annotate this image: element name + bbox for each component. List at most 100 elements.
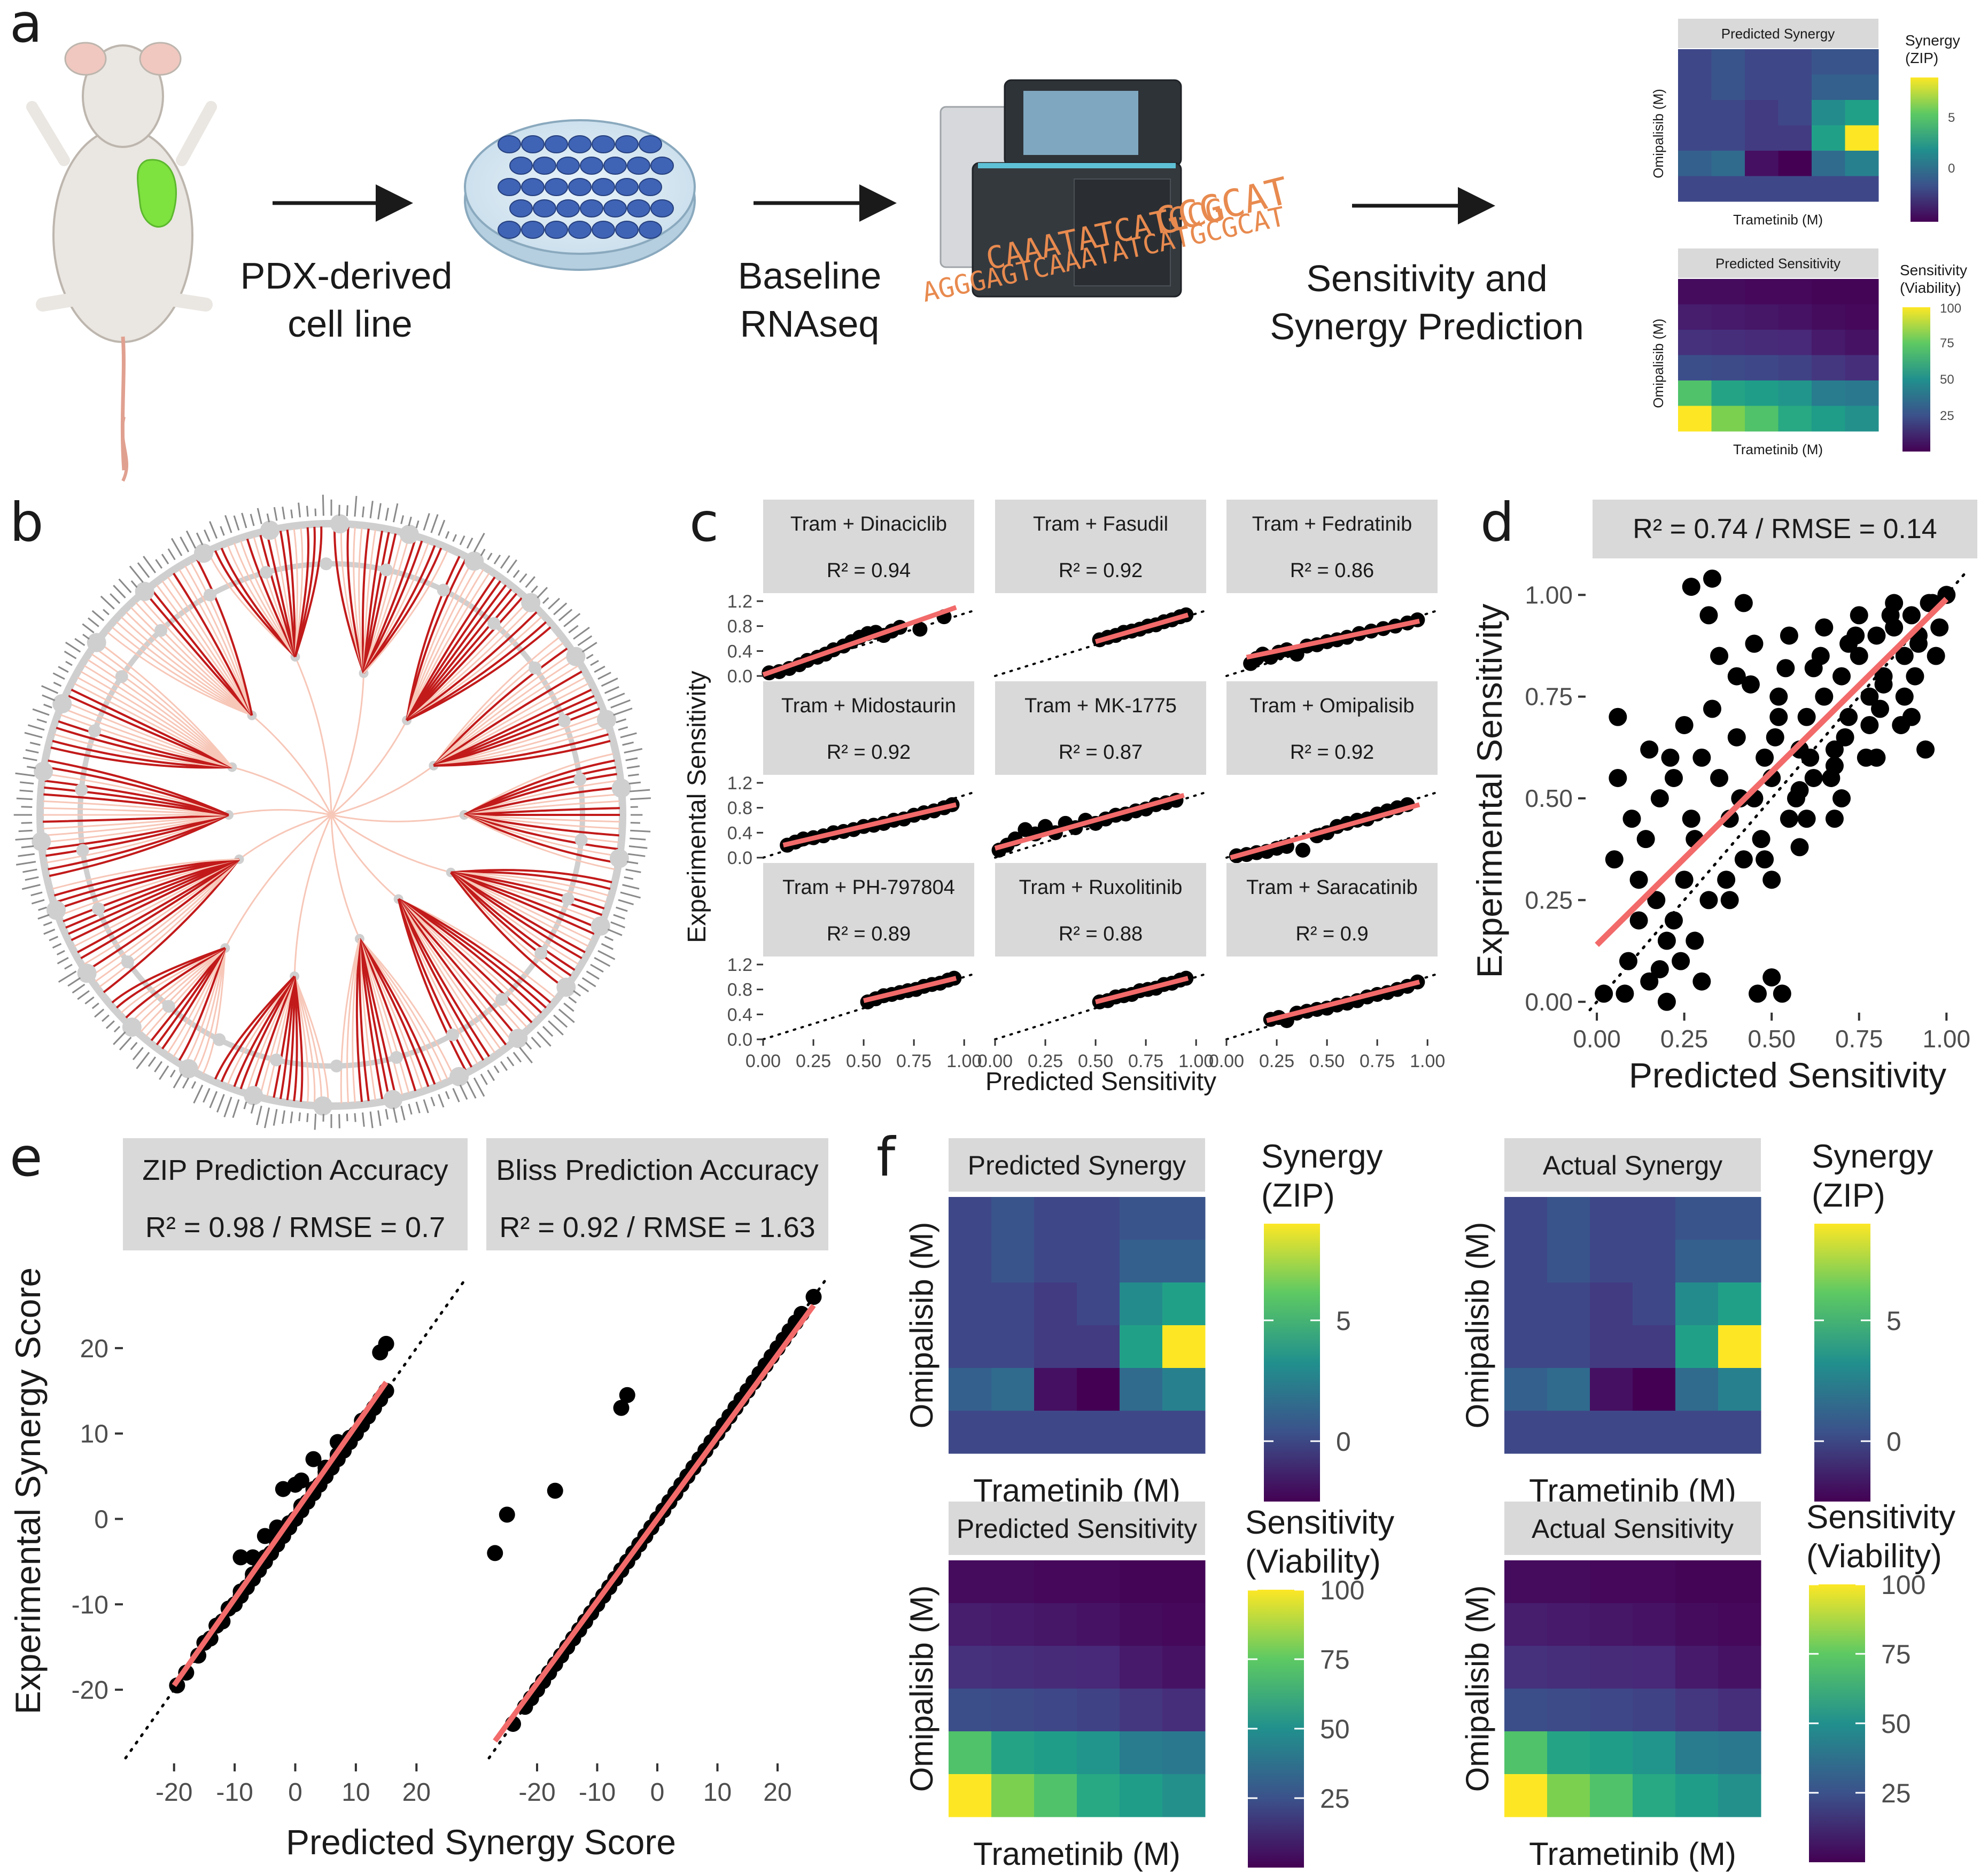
panel-d-ytick-label: 0.00 [1525, 988, 1573, 1016]
panel-d-point [1731, 789, 1750, 808]
tree-leaf-edge [125, 611, 253, 717]
facet-r2: R² = 0.94 [827, 559, 911, 582]
panel-d-point [1906, 667, 1924, 686]
tree-leaf-edge [293, 976, 309, 1103]
panel-f-legend-title: Sensitivity [1806, 1499, 1955, 1536]
tree-leaf-edge [433, 653, 572, 766]
tree-leaf-edge [184, 947, 226, 1064]
mini-sensitivity-cell [1845, 406, 1879, 432]
mini-sensitivity-cell [1812, 380, 1845, 406]
panel-f-title: Actual Sensitivity [1532, 1514, 1734, 1544]
tree-leaf-label-mark [607, 693, 625, 702]
tree-ring-node [34, 761, 53, 781]
panel-e-fit-line [493, 1303, 816, 1743]
tree-leaf-edge [279, 976, 296, 1099]
tree-leaf-label-mark [628, 845, 648, 849]
tree-leaf-edge [358, 938, 370, 1101]
tree-leaf-label-mark [537, 1031, 552, 1047]
facet-xtick-label: 0.75 [896, 1051, 931, 1071]
panel-f-cell [1034, 1240, 1077, 1283]
panel-f-cell [1504, 1731, 1548, 1775]
mini-synergy-cell [1778, 100, 1812, 126]
tree-leaf-edge [464, 780, 618, 816]
tree-leaf-edge [125, 947, 226, 1018]
facet-6: Tram + Omipalisib R² = 0.92 [1225, 681, 1439, 864]
tree-leaf-edge [116, 621, 253, 717]
tree-leaf-edge [355, 938, 363, 1102]
panel-d-point [1717, 870, 1736, 889]
tree-leaf-edge [464, 794, 619, 816]
tree-leaf-label-mark [563, 1002, 574, 1012]
panel-d-ytick-label: 0.25 [1525, 886, 1573, 914]
tree-leaf-label-mark [182, 1077, 190, 1089]
tree-leaf-label-mark [577, 635, 593, 647]
mini-synergy-xlabel: Trametinib (M) [1733, 212, 1823, 228]
tree-leaf-edge [358, 527, 365, 673]
tree-leaf-label-mark [628, 853, 646, 857]
tree-leaf-edge [353, 527, 365, 674]
facet-fit-line [762, 605, 957, 677]
panel-f-cell [1718, 1325, 1761, 1368]
tree-leaf-label-mark [65, 660, 73, 666]
panel-f-cell [1077, 1689, 1120, 1732]
tree-leaf-edge [397, 898, 473, 1068]
panel-f-cell [1547, 1731, 1590, 1775]
panel-f-legend-title: Sensitivity [1245, 1504, 1394, 1541]
sequencer-icon [939, 79, 1182, 298]
tree-leaf-edge [433, 720, 605, 767]
tree-leaf-label-mark [43, 928, 56, 935]
mini-sensitivity-cell [1812, 355, 1845, 381]
panel-d-ylabel: Experimental Sensitivity [1470, 604, 1509, 978]
tree-leaf-edge [450, 871, 595, 935]
tree-leaf-label-mark [74, 637, 86, 647]
tree-leaf-label-mark [625, 868, 641, 873]
panel-d-point [1839, 634, 1858, 653]
panel-f-cell [1675, 1731, 1719, 1775]
tree-leaf-edge [464, 814, 617, 857]
tree-leaf-label-mark [581, 977, 596, 987]
tree-leaf-edge [362, 540, 423, 674]
panel-d-point [1619, 952, 1637, 970]
facet-ytick-label: 1.2 [727, 592, 752, 612]
panel-d-point [1895, 647, 1914, 665]
tree-branch [331, 814, 464, 822]
facet-ytick-label: 0.4 [727, 641, 752, 662]
tree-leaf-label-mark [159, 1065, 169, 1080]
tree-leaf-label-mark [519, 1047, 533, 1063]
tree-leaf-label-mark [119, 1037, 132, 1051]
step3-label-line2: Synergy Prediction [1270, 306, 1584, 347]
facet-strip [763, 863, 974, 957]
tree-leaf-edge [433, 671, 583, 767]
panel-f-legend-title: (Viability) [1245, 1543, 1381, 1580]
mini-synergy-heatmap: Predicted Synergy Omipalisib (M) Trameti… [1650, 19, 1960, 228]
tree-leaf-label-mark [220, 526, 225, 536]
tree-leaf-label-mark [400, 515, 405, 524]
facet-r2: R² = 0.92 [827, 741, 911, 764]
mini-sensitivity-cell [1711, 304, 1745, 330]
tree-ring-node [88, 724, 102, 737]
facet-7: Tram + PH-797804 R² = 0.89 0.0 0.4 0.8 1.2 0.0… [727, 863, 982, 1071]
panel-f-cell [1590, 1774, 1633, 1817]
facet-8: Tram + Ruxolitinib R² = 0.88 0.00 0.25 0.50 0… [977, 863, 1214, 1071]
tree-leaf-label-mark [480, 548, 486, 556]
tree-leaf-label-mark [21, 845, 34, 849]
tree-leaf-label-mark [362, 506, 365, 518]
tree-leaf-edge [397, 898, 490, 1057]
mini-sensitivity-heatmap: Predicted Sensitivity Omipalisib (M) Tra… [1650, 248, 1967, 457]
mini-sensitivity-ylabel: Omipalisib (M) [1650, 318, 1666, 408]
tree-ring-node [260, 566, 273, 579]
facet-xtick-label: 1.00 [946, 1051, 982, 1071]
mini-synergy-cell [1711, 151, 1745, 176]
panel-f-colorbar-label: 100 [1881, 1570, 1925, 1600]
panel-f-cell [949, 1368, 992, 1411]
tree-leaf-edge [406, 616, 542, 721]
tree-leaf-edge [115, 947, 226, 1009]
panel-f-cell [1547, 1282, 1590, 1326]
tree-leaf-edge [362, 547, 442, 674]
tree-leaf-label-mark [392, 1107, 398, 1123]
tree-leaf-edge [406, 562, 472, 721]
tree-leaf-label-mark [577, 983, 589, 993]
mini-synergy-cell [1812, 49, 1845, 75]
panel-d-point [1703, 569, 1721, 588]
tree-leaf-edge [451, 872, 609, 897]
